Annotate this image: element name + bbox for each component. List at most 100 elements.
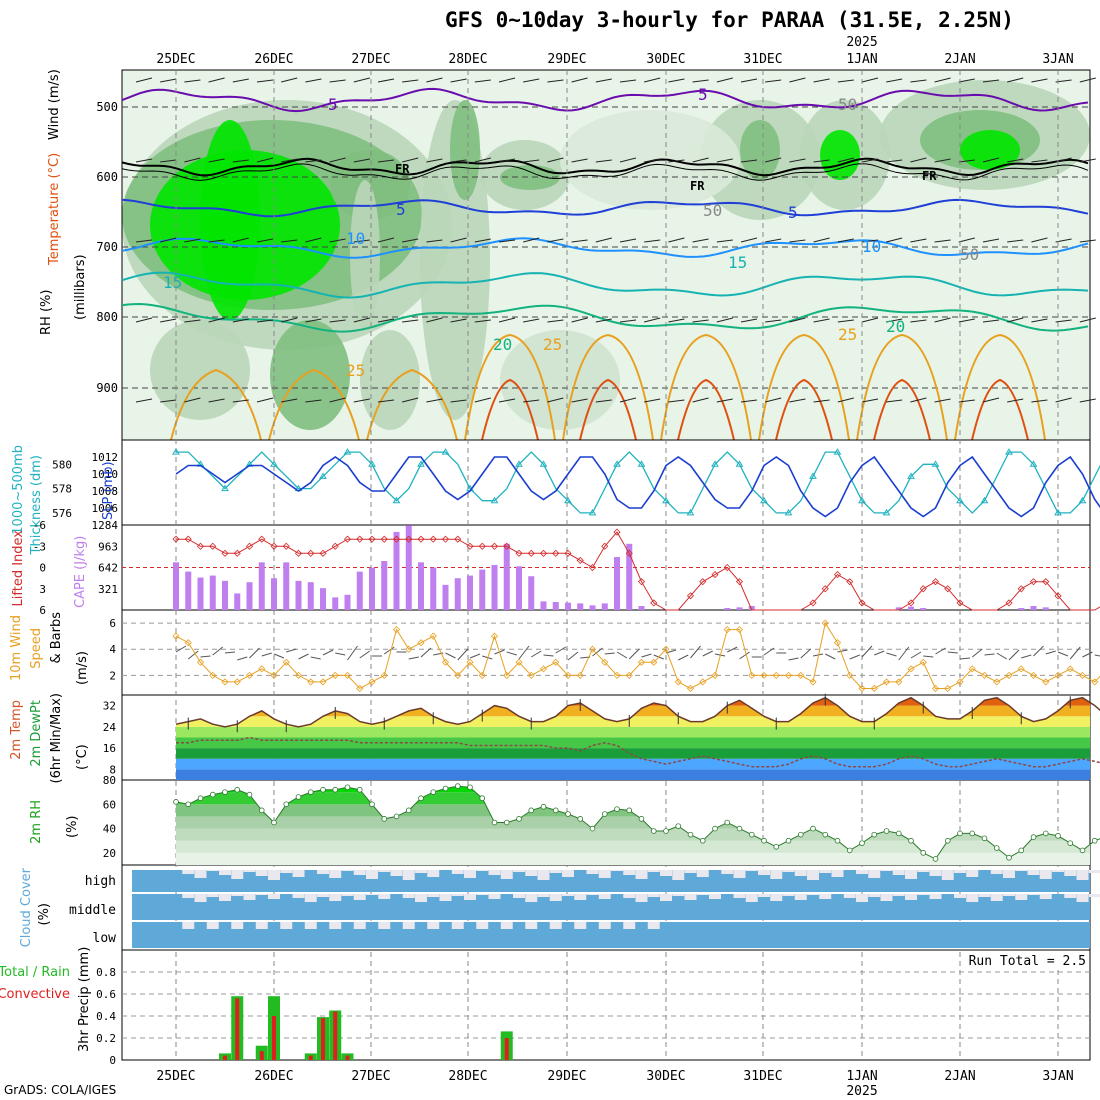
wind10-ylabel: 10m Wind [9, 615, 24, 681]
top-year-label: 2025 [846, 35, 877, 50]
rh2m-ytick-80: 80 [103, 774, 116, 787]
wind10-point-35 [601, 658, 609, 666]
rh-shade-16 [960, 130, 1020, 170]
wind10-point-26 [490, 632, 499, 640]
cloud-gap-1-35 [598, 894, 611, 899]
wind-barb-0-25 [740, 78, 758, 83]
wind-barb-4-25 [740, 399, 758, 403]
wind10-point-43 [699, 678, 707, 686]
cloud-gap-1-4 [219, 894, 231, 901]
wind10-barb-57 [874, 650, 885, 656]
li-point-46 [735, 578, 744, 586]
cape-bar-29 [528, 576, 535, 610]
thickness-point-28 [515, 460, 523, 467]
wind-barb-2-34 [958, 237, 975, 243]
rh2m-ytick-40: 40 [103, 823, 116, 836]
contour-freezing-2 [121, 163, 1089, 181]
run-total-label: Run Total = 2.5 [969, 954, 1086, 969]
wind10-barb-0 [175, 645, 187, 653]
wind-barb-0-3 [208, 77, 225, 83]
wind-barb-3-18 [571, 317, 588, 323]
thickness-point-50 [784, 508, 793, 516]
cloud-gap-0-27 [500, 870, 513, 879]
rh2m-point-57 [871, 831, 878, 838]
cloud-gap-0-16 [366, 870, 378, 879]
wind-barb-2-3 [208, 239, 225, 243]
wind-barb-0-27 [789, 77, 806, 83]
contour-label-12: 20 [886, 317, 905, 336]
wind10-point-42 [686, 684, 695, 693]
wind-barb-1-33 [934, 158, 951, 163]
run-total-box [962, 952, 1088, 970]
li-point-34 [588, 563, 597, 572]
thickness-point-14 [343, 448, 352, 455]
rh2m-point-30 [540, 803, 547, 810]
wind-ytick-6: 6 [109, 617, 116, 630]
li-point-18 [392, 535, 401, 543]
cloud-gap-1-64 [954, 894, 966, 898]
wind-barb-4-28 [813, 399, 830, 403]
wind-barb-1-6 [281, 158, 298, 163]
li-point-39 [650, 599, 658, 607]
precip-ytick-0.8: 0.8 [96, 966, 116, 979]
cape-bar-69 [1018, 608, 1025, 610]
wind10-barb-9 [286, 648, 297, 653]
precip-ytick-0.2: 0.2 [96, 1032, 116, 1045]
contour-freezing [121, 157, 1089, 177]
cloud-gap-1-52 [807, 894, 819, 895]
wind-barb-4-8 [329, 397, 346, 403]
cloud-gap-2-11 [304, 922, 317, 929]
wind-barb-2-31 [886, 237, 903, 243]
cape-bar-61 [920, 608, 927, 610]
li-point-24 [466, 542, 474, 550]
cape-bar-15 [356, 571, 363, 610]
wind10-barb-15 [359, 650, 371, 659]
contour-label-11: 20 [493, 335, 512, 354]
cloud-gap-1-58 [880, 894, 893, 901]
li-ylabel: Lifted Index [11, 530, 26, 607]
rh-shade-9 [500, 165, 560, 190]
wind-barb-2-21 [644, 239, 661, 243]
thickness-point-60 [907, 472, 915, 479]
contour-25-arch-0 [170, 368, 262, 441]
wind10-point-32 [564, 671, 572, 679]
wind-barb-1-17 [547, 157, 564, 163]
cape-bar-36 [614, 557, 620, 610]
cloud-gap-1-33 [574, 894, 587, 900]
temp2m-ylabel-unit: (°C) [75, 744, 90, 770]
wind10-barb-7 [261, 652, 272, 657]
wind10-barb-11 [310, 656, 321, 660]
wind-barb-4-22 [668, 399, 685, 403]
wind-barb-0-37 [1031, 78, 1048, 83]
cloud-gap-1-75 [1088, 894, 1100, 897]
wind10-barb-61 [923, 655, 934, 658]
wind-barb-0-19 [595, 78, 612, 83]
cloud-gap-2-31 [549, 922, 562, 929]
cloud-gap-0-52 [807, 870, 819, 880]
top-date-label-30DEC: 30DEC [646, 52, 685, 67]
cloud-gap-1-59 [892, 894, 905, 896]
thickness-point-42 [686, 508, 695, 516]
cloud-gap-0-3 [206, 870, 219, 871]
wind10-barb-25 [482, 655, 493, 660]
slp-ytick-1010: 1010 [92, 468, 119, 481]
top-date-label-28DEC: 28DEC [448, 52, 487, 67]
wind-barb-4-38 [1055, 397, 1072, 403]
wind-barb-0-13 [450, 78, 467, 83]
wind-barb-1-20 [619, 157, 637, 163]
wind-barb-3-15 [498, 317, 516, 323]
top-date-label-2JAN: 2JAN [944, 52, 975, 67]
cloud-gap-0-61 [917, 870, 930, 872]
bottom-date-label-28DEC: 28DEC [448, 1069, 487, 1084]
top-date-label-25DEC: 25DEC [156, 52, 195, 67]
li-point-44 [711, 571, 719, 579]
wind10-point-12 [319, 678, 327, 686]
cape-bar-17 [381, 561, 388, 610]
wind-barb-1-31 [886, 159, 903, 163]
contour-5-lower [121, 198, 1089, 218]
cloud-gap-2-3 [206, 922, 219, 929]
contour-25-arch-7 [856, 333, 948, 441]
wind-barb-2-28 [813, 237, 830, 243]
wind-barb-4-15 [498, 398, 516, 403]
cloud-gap-0-62 [929, 870, 942, 876]
